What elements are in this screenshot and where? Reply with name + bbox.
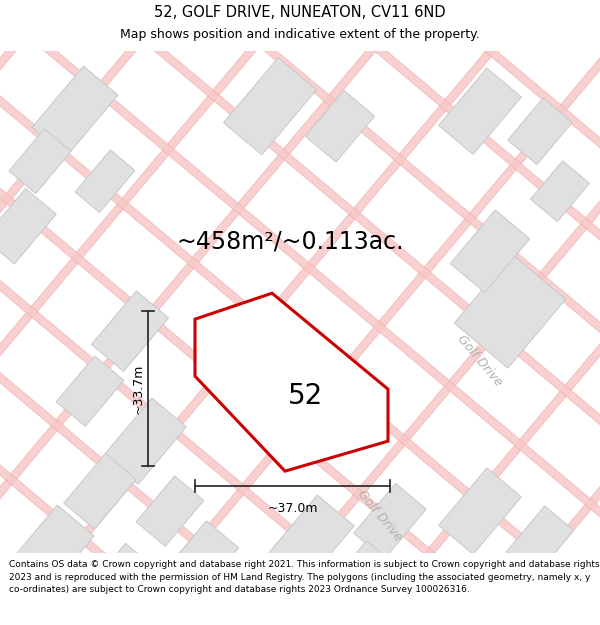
Text: Golf Drive: Golf Drive <box>455 333 505 389</box>
Polygon shape <box>84 543 156 619</box>
Polygon shape <box>305 91 374 162</box>
Polygon shape <box>0 0 92 625</box>
Polygon shape <box>333 10 600 594</box>
Polygon shape <box>0 10 257 594</box>
Polygon shape <box>0 10 147 594</box>
Polygon shape <box>91 291 169 371</box>
Polygon shape <box>9 129 71 194</box>
Polygon shape <box>484 553 556 625</box>
Text: 52, GOLF DRIVE, NUNEATON, CV11 6ND: 52, GOLF DRIVE, NUNEATON, CV11 6ND <box>154 5 446 20</box>
Polygon shape <box>0 0 572 625</box>
Polygon shape <box>104 398 187 484</box>
Polygon shape <box>0 0 332 625</box>
Polygon shape <box>0 0 452 625</box>
Polygon shape <box>195 293 388 471</box>
Polygon shape <box>0 189 56 264</box>
Polygon shape <box>266 495 354 587</box>
Polygon shape <box>322 541 398 621</box>
Polygon shape <box>450 210 530 292</box>
Polygon shape <box>508 98 572 164</box>
Text: ~37.0m: ~37.0m <box>267 502 318 515</box>
Text: Map shows position and indicative extent of the property.: Map shows position and indicative extent… <box>120 28 480 41</box>
Polygon shape <box>439 468 521 554</box>
Polygon shape <box>587 0 600 625</box>
Polygon shape <box>227 0 600 625</box>
Polygon shape <box>443 10 600 594</box>
Polygon shape <box>0 0 212 625</box>
Polygon shape <box>0 10 367 594</box>
Polygon shape <box>136 476 204 546</box>
Polygon shape <box>107 0 600 625</box>
Polygon shape <box>3 10 600 594</box>
Polygon shape <box>161 521 239 601</box>
Text: ~33.7m: ~33.7m <box>131 364 145 414</box>
Polygon shape <box>439 68 521 154</box>
Polygon shape <box>64 453 136 529</box>
Text: 52: 52 <box>287 382 323 410</box>
Polygon shape <box>530 161 589 222</box>
Polygon shape <box>224 58 316 155</box>
Polygon shape <box>223 10 600 594</box>
Polygon shape <box>347 0 600 625</box>
Polygon shape <box>354 483 426 559</box>
Polygon shape <box>32 66 118 156</box>
Polygon shape <box>56 356 124 426</box>
Polygon shape <box>113 10 600 594</box>
Text: Contains OS data © Crown copyright and database right 2021. This information is : Contains OS data © Crown copyright and d… <box>9 560 599 594</box>
Polygon shape <box>6 505 94 597</box>
Text: ~458m²/~0.113ac.: ~458m²/~0.113ac. <box>176 229 404 253</box>
Polygon shape <box>454 254 566 368</box>
Polygon shape <box>0 10 477 594</box>
Polygon shape <box>467 0 600 625</box>
Polygon shape <box>0 10 587 594</box>
Polygon shape <box>506 506 574 576</box>
Text: Golf Drive: Golf Drive <box>355 488 405 544</box>
Polygon shape <box>75 150 135 213</box>
